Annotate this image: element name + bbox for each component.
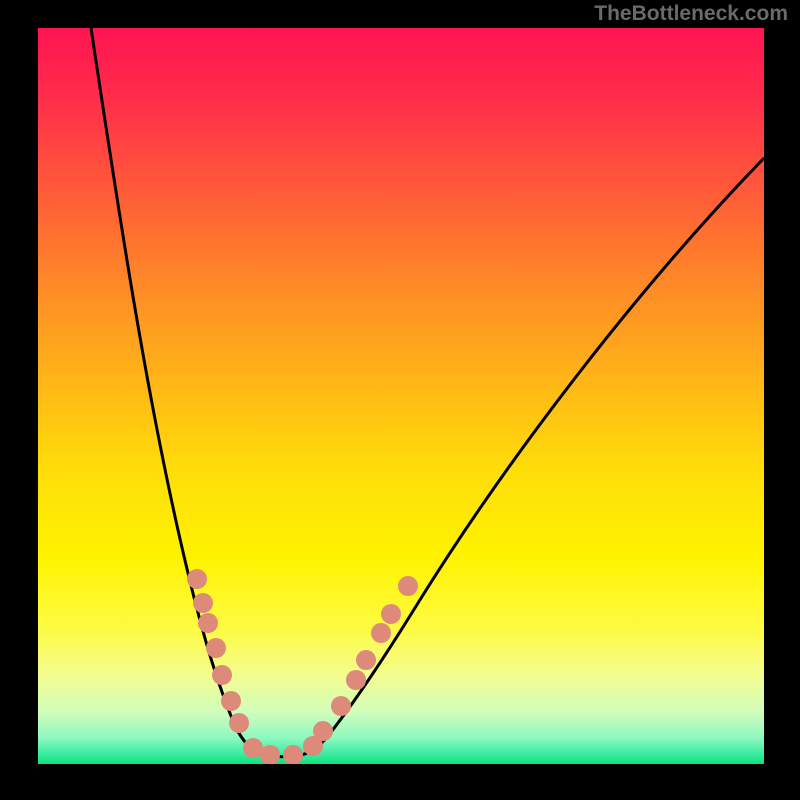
data-marker (331, 696, 351, 716)
plot-area (38, 28, 764, 764)
data-marker (187, 569, 207, 589)
data-marker (198, 613, 218, 633)
data-marker (346, 670, 366, 690)
chart-container: TheBottleneck.com (0, 0, 800, 800)
data-marker (221, 691, 241, 711)
curve-left-branch (91, 28, 273, 755)
data-marker (229, 713, 249, 733)
data-marker (381, 604, 401, 624)
data-marker (283, 745, 303, 764)
data-marker (371, 623, 391, 643)
curve-overlay (38, 28, 764, 764)
data-marker (398, 576, 418, 596)
data-marker (313, 721, 333, 741)
data-marker (212, 665, 232, 685)
data-marker (260, 745, 280, 764)
watermark-text: TheBottleneck.com (594, 2, 788, 26)
data-marker (356, 650, 376, 670)
data-marker (206, 638, 226, 658)
data-marker (193, 593, 213, 613)
